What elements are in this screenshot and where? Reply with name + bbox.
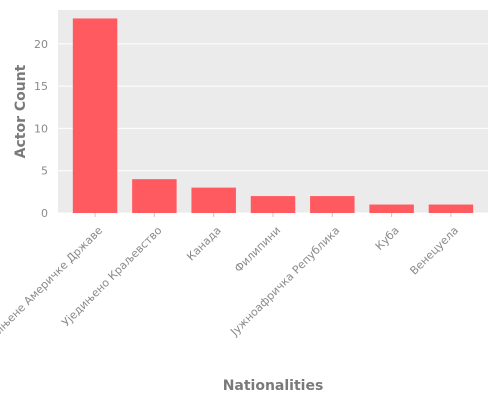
y-tick-label: 5	[41, 165, 48, 178]
x-tick-label: Уједињено Краљевство	[59, 224, 164, 329]
x-tick-label: Јужноафричка Република	[227, 224, 342, 339]
bar	[369, 204, 414, 213]
bar	[428, 204, 474, 213]
x-axis-title: Nationalities	[223, 378, 324, 394]
y-tick-label: 20	[34, 38, 48, 51]
bars	[72, 18, 474, 214]
bar	[310, 196, 355, 213]
bar	[250, 196, 296, 213]
y-tick-label: 10	[34, 122, 48, 135]
y-tick-label: 15	[34, 80, 48, 93]
x-tick-label: Филипини	[232, 224, 283, 275]
y-tick-labels: 0 5 10 15 20	[34, 38, 48, 220]
plot-panel	[58, 10, 488, 213]
y-tick-label: 0	[41, 207, 48, 220]
gridlines	[58, 43, 488, 214]
bar	[132, 179, 177, 213]
x-tick-label: Куба	[373, 224, 402, 253]
y-axis-title: Actor Count	[13, 64, 29, 158]
x-tick-label: Венецуела	[407, 224, 461, 278]
bar	[72, 18, 118, 214]
bar	[191, 187, 236, 213]
x-tick-label: Канада	[184, 224, 223, 263]
